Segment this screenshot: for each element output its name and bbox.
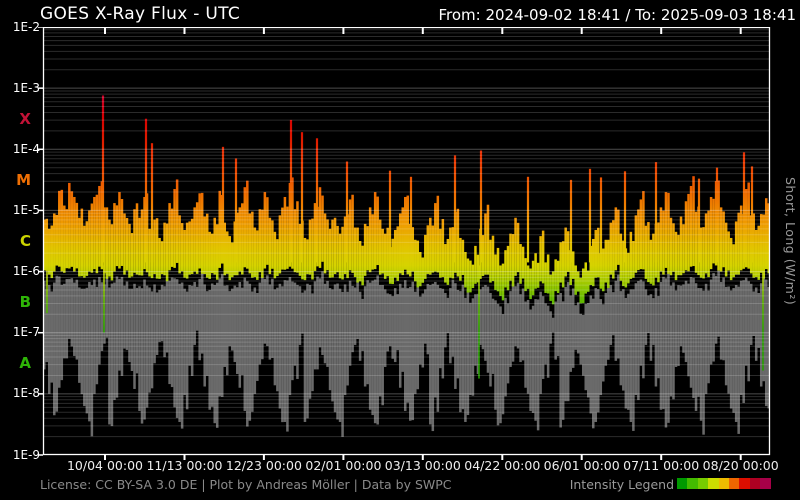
legend-swatch — [749, 478, 761, 489]
legend-swatch — [739, 478, 750, 489]
legend-swatch — [708, 478, 719, 489]
flux-chart — [38, 27, 771, 460]
x-tick-label: 07/11 00:00 — [623, 458, 700, 473]
legend-swatch — [677, 478, 688, 489]
legend-swatch — [760, 478, 771, 489]
class-label-a: A — [19, 354, 31, 373]
page-title: GOES X-Ray Flux - UTC — [40, 4, 241, 24]
class-label-m: M — [16, 170, 31, 189]
legend-swatch — [728, 478, 740, 489]
x-tick-label: 06/01 00:00 — [543, 458, 620, 473]
y-tick-label: 1E-5 — [12, 202, 40, 217]
legend-swatch — [687, 478, 698, 489]
legend-swatch — [697, 478, 709, 489]
x-tick-label: 12/23 00:00 — [225, 458, 302, 473]
x-tick-label: 08/20 00:00 — [702, 458, 779, 473]
class-label-c: C — [19, 232, 31, 250]
y-tick-label: 1E-6 — [12, 264, 40, 279]
x-tick-label: 11/13 00:00 — [146, 458, 223, 473]
y-tick-label: 1E-3 — [12, 80, 40, 95]
x-tick-label: 03/13 00:00 — [384, 458, 461, 473]
time-range-label: From: 2024-09-02 18:41 / To: 2025-09-03 … — [438, 6, 796, 24]
class-label-x: X — [19, 109, 31, 128]
intensity-legend-swatches — [677, 478, 771, 489]
legend-swatch — [718, 478, 729, 489]
y-tick-label: 1E-9 — [12, 447, 40, 462]
y-tick-label: 1E-4 — [12, 141, 40, 156]
class-label-b: B — [19, 293, 31, 312]
x-tick-label: 02/01 00:00 — [305, 458, 382, 473]
license-text: License: CC BY-SA 3.0 DE | Plot by Andre… — [40, 477, 452, 492]
x-tick-label: 10/04 00:00 — [66, 458, 144, 473]
intensity-legend-label: Intensity Legend — [569, 477, 674, 492]
y-tick-label: 1E-8 — [12, 386, 40, 401]
y-tick-label: 1E-2 — [12, 19, 40, 34]
x-tick-label: 04/22 00:00 — [464, 458, 541, 473]
y-axis-unit-label: Short, Long (W/m²) — [783, 176, 798, 306]
y-tick-label: 1E-7 — [12, 325, 40, 340]
